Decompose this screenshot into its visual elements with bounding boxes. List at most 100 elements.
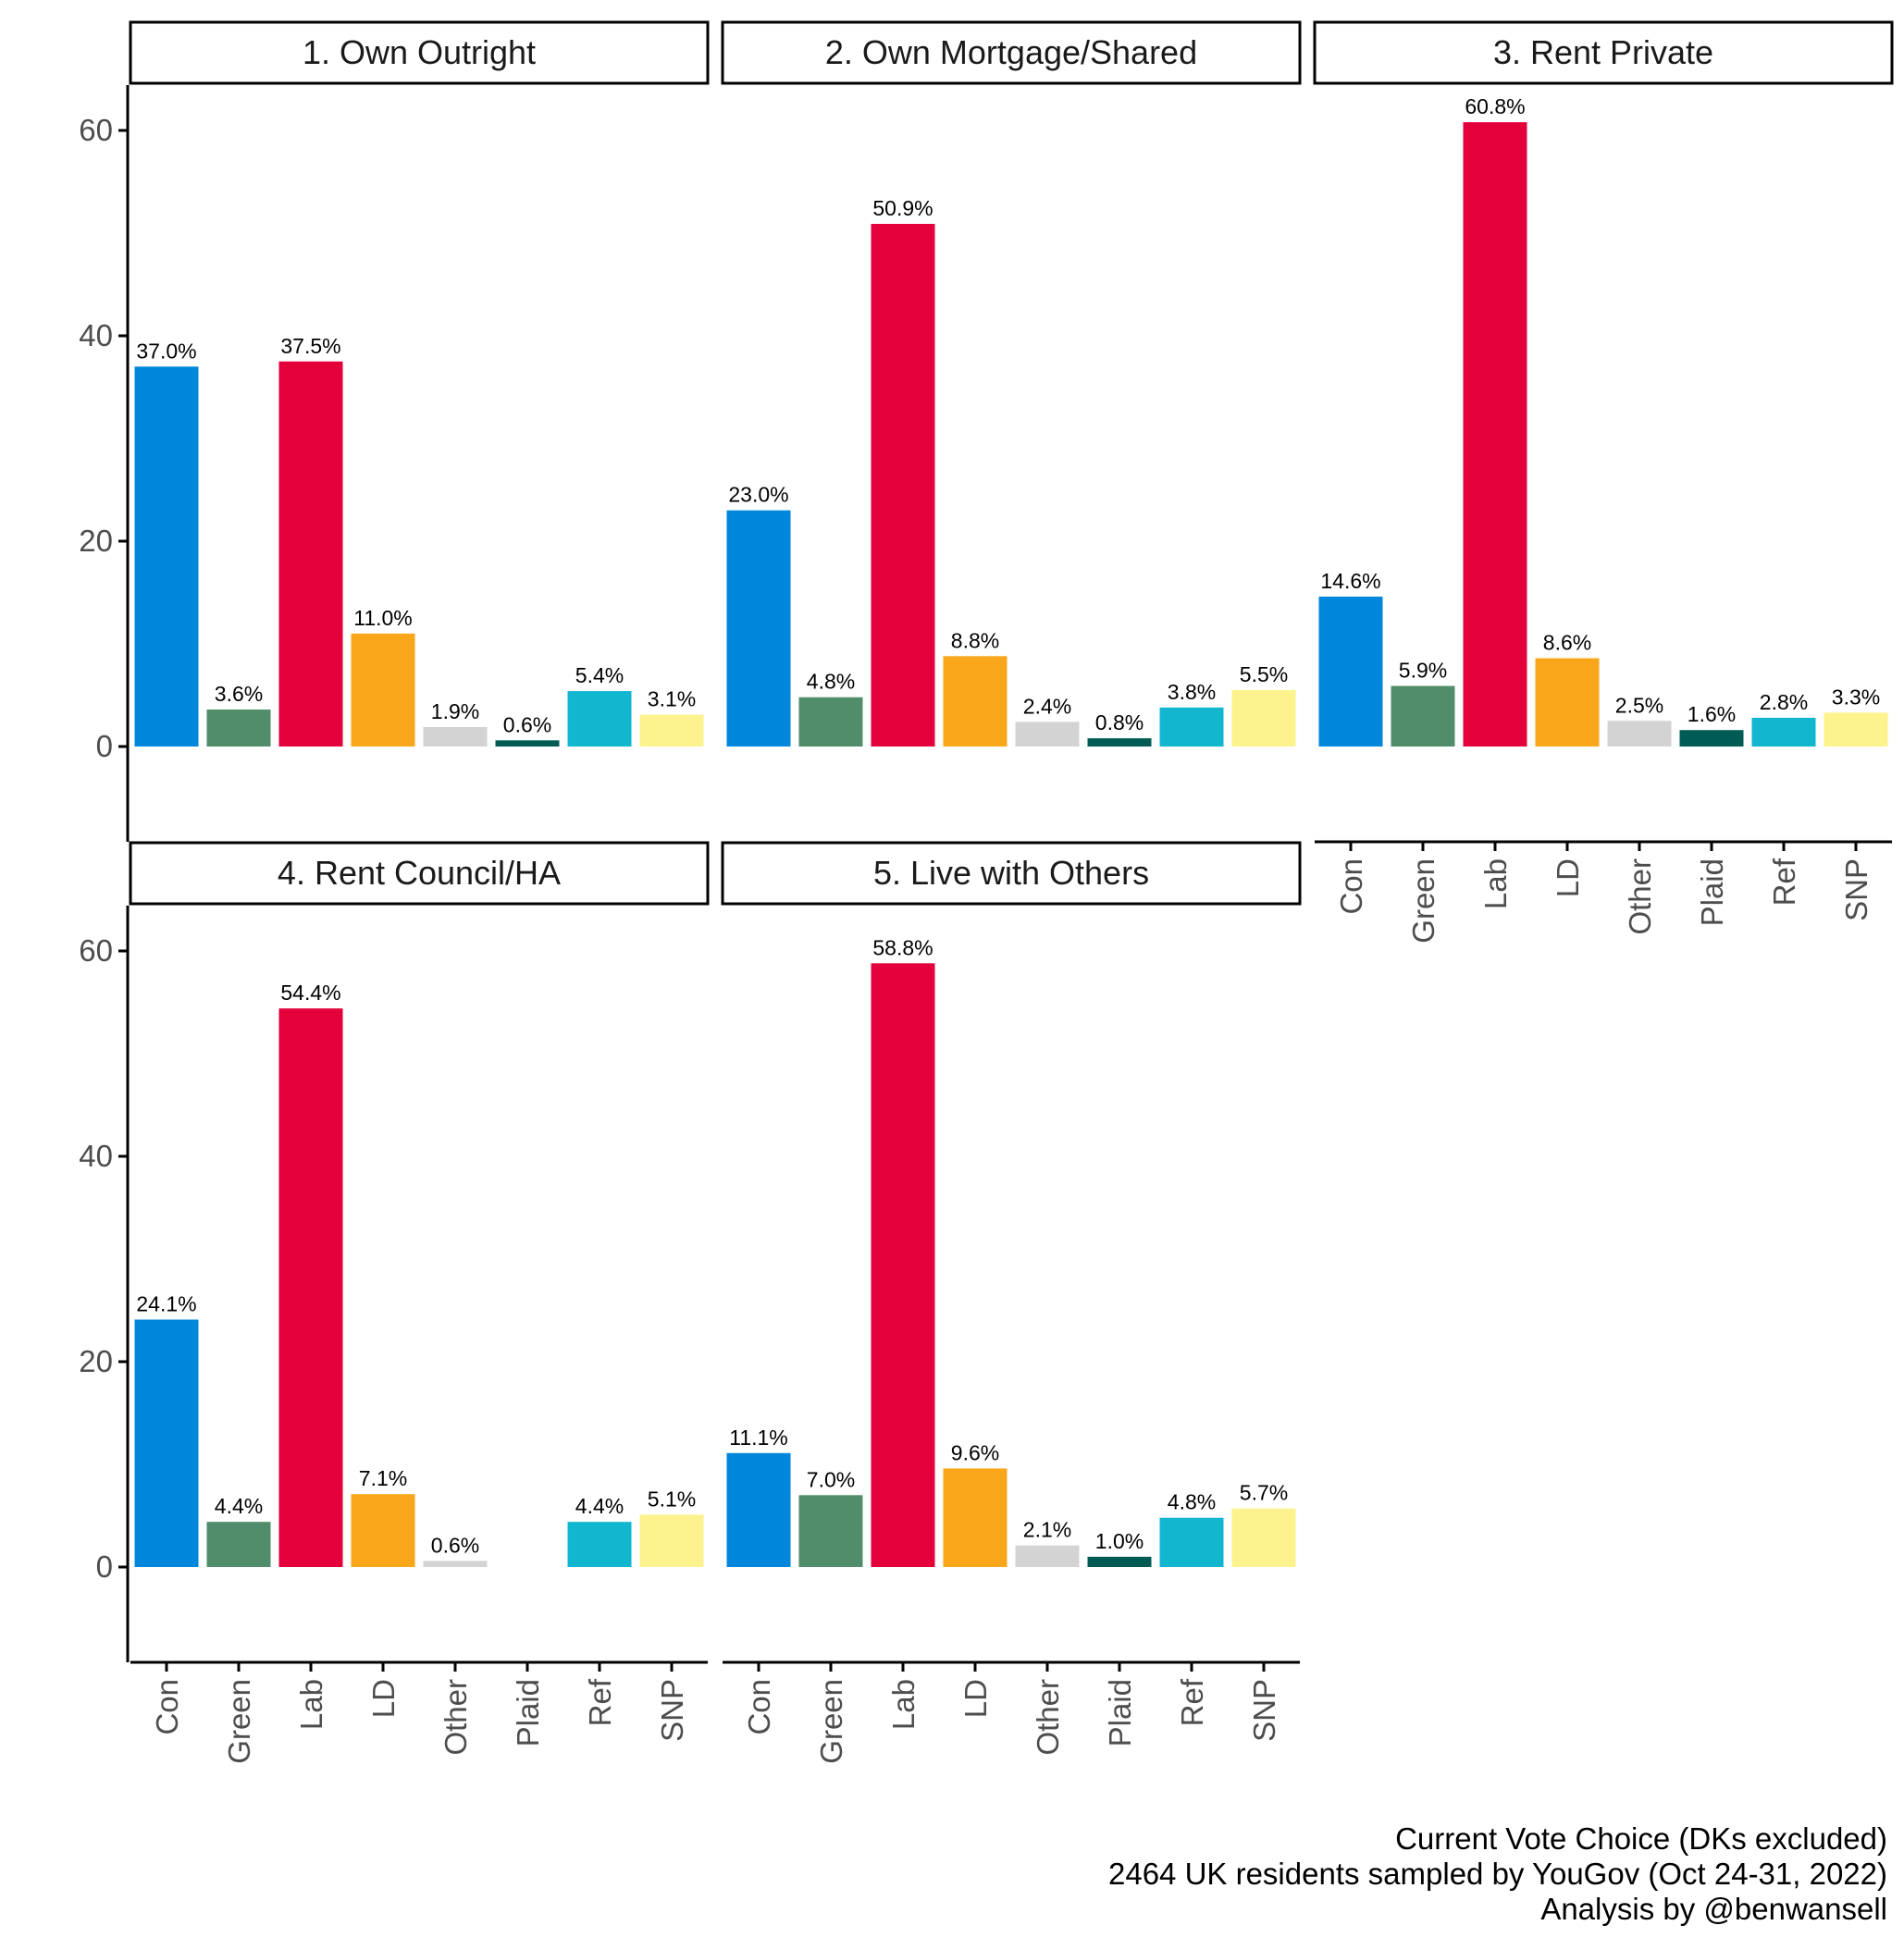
panel-3-label-lab: 60.8% [1465, 94, 1525, 118]
panel-4-x-tick-label-con: Con [150, 1679, 184, 1735]
panel-5-label-other: 2.1% [1023, 1518, 1071, 1542]
panel-5-x-tick-label-con: Con [742, 1679, 776, 1735]
panel-1-bar-lab [278, 361, 343, 747]
panel-5-bar-green [798, 1495, 863, 1567]
panel-2-label-plaid: 0.8% [1095, 710, 1144, 734]
panel-4-bar-other [423, 1561, 488, 1567]
panel-3-label-snp: 3.3% [1832, 685, 1880, 709]
panel-1-label-green: 3.6% [215, 682, 263, 706]
panel-5-label-ref: 4.8% [1168, 1490, 1216, 1514]
panel-3-x-tick-label-other: Other [1623, 858, 1657, 935]
panel-1-bar-ref [567, 691, 632, 747]
caption-line-2: 2464 UK residents sampled by YouGov (Oct… [1108, 1857, 1887, 1891]
panel-1-label-ref: 5.4% [575, 663, 624, 687]
panel-5-x-tick-label-green: Green [814, 1679, 848, 1764]
panel-4-y-tick-label-20: 20 [79, 1344, 113, 1378]
panel-4-label-lab: 54.4% [280, 981, 340, 1005]
caption-line-1: Current Vote Choice (DKs excluded) [1395, 1821, 1887, 1856]
panel-1-bar-con [134, 366, 199, 747]
panel-4-label-con: 24.1% [136, 1291, 196, 1315]
panel-2-label-other: 2.4% [1023, 694, 1071, 718]
panel-4-label-ref: 4.4% [575, 1494, 624, 1518]
panel-3-bar-snp [1824, 712, 1888, 747]
panel-4-x-tick-label-green: Green [222, 1679, 256, 1764]
panel-1-y-tick-label-0: 0 [96, 729, 113, 763]
panel-5-label-snp: 5.7% [1240, 1481, 1288, 1505]
panel-2-bar-green [798, 697, 863, 747]
panel-3-label-other: 2.5% [1615, 693, 1663, 717]
panel-3-x-tick-label-snp: SNP [1839, 858, 1873, 921]
panel-3-label-green: 5.9% [1399, 659, 1447, 683]
panel-4-x-tick-label-lab: Lab [294, 1679, 328, 1730]
panel-2-bar-snp [1231, 689, 1296, 747]
panel-2-label-snp: 5.5% [1240, 662, 1288, 686]
panel-4-x-tick-label-ld: LD [366, 1679, 401, 1718]
panel-5-bar-lab [871, 963, 935, 1567]
panel-3-x-tick-label-green: Green [1406, 858, 1440, 944]
panel-5-title: 5. Live with Others [873, 854, 1149, 892]
panel-3-label-plaid: 1.6% [1688, 702, 1736, 726]
panel-5-label-green: 7.0% [807, 1467, 855, 1491]
panel-3-x-tick-label-con: Con [1334, 858, 1368, 915]
panel-3-x-tick-label-ld: LD [1551, 858, 1585, 897]
panel-5-bar-plaid [1087, 1556, 1152, 1567]
panel-3-bar-con [1318, 596, 1383, 747]
panel-5-bar-other [1015, 1545, 1080, 1567]
panel-5-bar-ref [1159, 1517, 1224, 1567]
panel-4-bar-snp [639, 1514, 704, 1567]
panel-3-label-ref: 2.8% [1760, 690, 1808, 714]
panel-1-bar-ld [351, 633, 415, 747]
panel-4-x-tick-label-ref: Ref [583, 1678, 617, 1726]
panel-2-label-ref: 3.8% [1168, 680, 1216, 704]
panel-3-bar-ld [1535, 658, 1600, 747]
panel-4-bar-green [206, 1522, 271, 1567]
panel-4-y-tick-label-0: 0 [96, 1549, 113, 1584]
panel-5-strip [721, 841, 1302, 906]
panel-3-label-ld: 8.6% [1543, 631, 1591, 655]
panel-3-label-con: 14.6% [1320, 569, 1380, 593]
panel-2-bar-lab [871, 224, 935, 747]
panel-5-x-tick-label-snp: SNP [1247, 1679, 1281, 1742]
panel-1-bar-snp [639, 714, 704, 747]
panel-2-label-ld: 8.8% [951, 628, 999, 652]
panel-2-label-lab: 50.9% [872, 196, 933, 220]
panel-1-y-tick-label-20: 20 [79, 524, 113, 558]
panel-5-bar-con [726, 1452, 791, 1567]
panel-1-label-ld: 11.0% [353, 606, 413, 630]
panel-3-bar-green [1391, 685, 1455, 747]
panel-4-x-tick-label-plaid: Plaid [511, 1679, 545, 1746]
panel-4-y-tick-label-40: 40 [79, 1139, 113, 1173]
panel-4-bar-lab [278, 1008, 343, 1567]
panel-5-bar-ld [943, 1468, 1008, 1567]
panel-3-strip [1313, 20, 1894, 85]
panel-1-label-con: 37.0% [136, 339, 196, 363]
panel-5-x-tick-label-plaid: Plaid [1103, 1679, 1137, 1746]
panel-5-label-plaid: 1.0% [1095, 1529, 1144, 1553]
panel-1-label-snp: 3.1% [648, 687, 696, 711]
panel-5-x-tick-label-lab: Lab [886, 1679, 921, 1730]
panel-2-bar-con [726, 510, 791, 747]
panel-2-title: 2. Own Mortgage/Shared [825, 33, 1197, 71]
panel-1-bar-green [206, 710, 271, 747]
panel-4-bar-con [134, 1319, 199, 1567]
panel-4-bar-ld [351, 1494, 415, 1567]
panel-4-label-other: 0.6% [431, 1533, 479, 1557]
panel-4-title: 4. Rent Council/HA [278, 854, 561, 892]
panel-2-bar-ref [1159, 707, 1224, 747]
panel-4-bar-ref [567, 1522, 632, 1567]
panel-4-y-tick-label-60: 60 [79, 933, 113, 968]
panel-3-bar-plaid [1679, 730, 1744, 747]
panel-3-bar-lab [1463, 122, 1527, 747]
panel-4-label-green: 4.4% [215, 1494, 263, 1518]
panel-5-x-tick-label-other: Other [1031, 1679, 1065, 1756]
panel-1-bar-other [423, 726, 488, 747]
panel-1-label-plaid: 0.6% [503, 712, 551, 736]
panel-4-x-tick-label-other: Other [439, 1679, 473, 1756]
panel-5-x-tick-label-ref: Ref [1175, 1678, 1209, 1726]
caption-line-3: Analysis by @benwansell [1540, 1892, 1887, 1926]
panel-5-x-tick-label-ld: LD [958, 1679, 993, 1718]
panel-1-label-lab: 37.5% [280, 334, 340, 358]
panel-3-x-tick-label-lab: Lab [1478, 858, 1513, 909]
panel-3-x-tick-label-ref: Ref [1767, 858, 1801, 906]
